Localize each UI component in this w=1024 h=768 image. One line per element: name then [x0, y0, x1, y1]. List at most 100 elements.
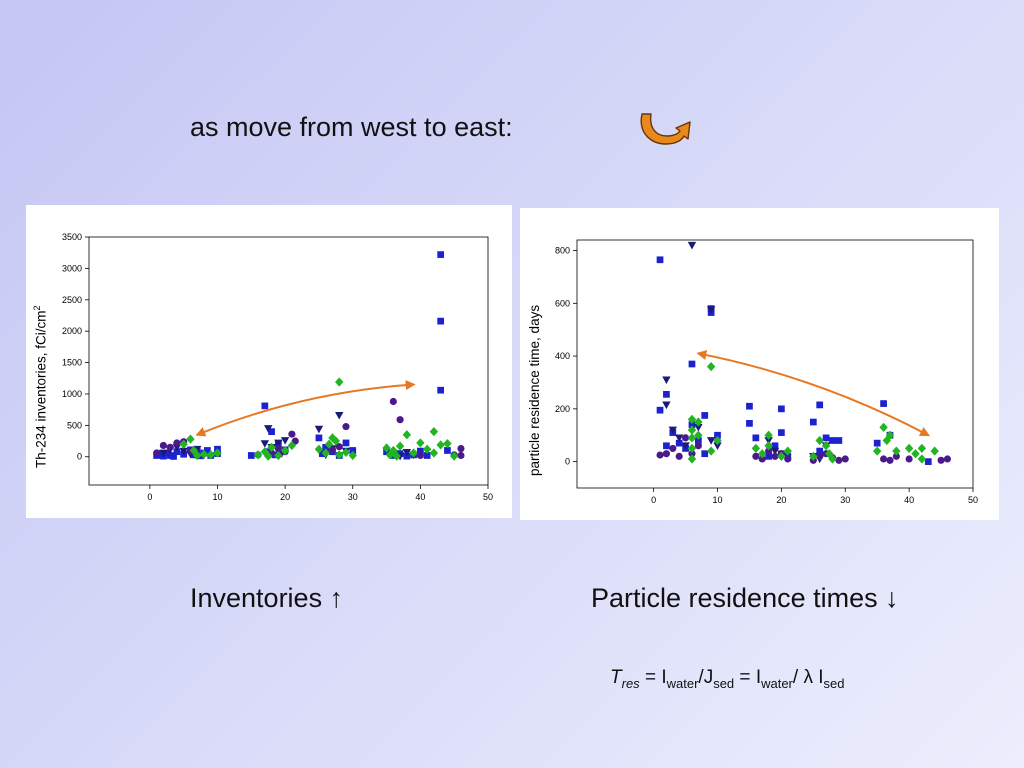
residence-point-circle	[682, 434, 690, 442]
inventory-point-triangle-down	[314, 425, 324, 434]
inventory-point-circle	[153, 449, 161, 457]
inventory-y-tick-label: 2500	[62, 295, 82, 305]
residence-y-tick-label: 600	[555, 298, 570, 308]
residence-point-square	[829, 437, 836, 444]
inventory-point-square	[315, 434, 323, 442]
residence-point-triangle-down	[662, 401, 671, 410]
residence-x-tick-label: 10	[713, 495, 723, 505]
residence-point-square	[663, 442, 670, 450]
inventory-point-square	[417, 447, 424, 455]
residence-trend-arrow	[696, 350, 931, 437]
residence-caption: Particle residence times ↓	[591, 583, 899, 613]
inventory-point-circle	[328, 446, 337, 454]
residence-point-square	[746, 420, 753, 427]
inventory-y-tick-label: 500	[67, 420, 82, 430]
residence-chart-panel: 0 10 20 30 40 50 0 200 400 600 800	[520, 208, 999, 520]
residence-y-tick-label: 200	[555, 404, 570, 414]
residence-point-diamond	[764, 441, 773, 451]
residence-point-circle	[771, 452, 779, 460]
residence-point-diamond	[930, 446, 939, 456]
inventory-point-diamond	[324, 439, 334, 449]
residence-y-tick-label: 800	[555, 246, 570, 256]
inventory-point-diamond	[402, 430, 412, 440]
inventory-point-triangle-down	[260, 440, 270, 448]
inventory-point-square	[342, 439, 350, 447]
residence-point-triangle-down	[687, 241, 697, 250]
inventory-x-tick-label: 10	[212, 492, 222, 502]
residence-point-triangle-down	[706, 306, 716, 315]
inventory-point-diamond	[193, 450, 202, 461]
inventory-point-square	[261, 402, 269, 410]
inventory-point-diamond	[287, 440, 297, 451]
inventory-point-diamond	[382, 443, 391, 453]
inventory-y-tick-label: 0	[77, 452, 82, 462]
inventory-point-square	[163, 449, 171, 457]
inventory-point-triangle-down	[172, 443, 182, 452]
inventory-point-diamond	[314, 444, 324, 454]
inventories-caption: Inventories ↑	[190, 583, 344, 613]
inventory-point-diamond	[392, 451, 401, 461]
residence-x-tick-label: 50	[968, 495, 978, 505]
residence-formula: Tres = Iwater/Jsed = Iwater/ λ Ised	[610, 667, 845, 691]
inventory-point-circle	[389, 397, 397, 406]
residence-point-circle	[656, 451, 664, 459]
residence-y-tick-label: 0	[565, 457, 570, 467]
residence-point-triangle-down	[662, 376, 671, 385]
residence-point-square	[746, 402, 753, 410]
inventory-x-tick-label: 0	[147, 492, 152, 502]
residence-point-circle	[886, 456, 894, 464]
inventory-point-triangle-down	[159, 449, 168, 458]
residence-point-diamond	[783, 446, 792, 456]
residence-point-diamond	[917, 443, 927, 454]
residence-point-triangle-down	[713, 442, 722, 450]
inventory-point-diamond	[321, 448, 330, 458]
residence-point-square	[816, 401, 824, 409]
residence-point-circle	[688, 450, 696, 458]
residence-point-square	[688, 421, 696, 429]
inventory-point-diamond	[260, 447, 270, 457]
inventory-point-diamond	[253, 450, 263, 460]
residence-y-tick-label: 400	[555, 351, 570, 361]
residence-point-square	[675, 439, 683, 447]
inventory-y-tick-label: 3500	[62, 232, 82, 242]
residence-point-diamond	[892, 446, 901, 456]
inventory-point-circle	[335, 443, 343, 451]
residence-point-square	[701, 412, 709, 419]
residence-point-diamond	[904, 443, 914, 454]
inventory-point-circle	[396, 416, 404, 424]
residence-point-square	[656, 256, 664, 264]
residence-point-circle	[752, 452, 760, 460]
inventory-point-circle	[166, 443, 174, 451]
inventory-point-circle	[288, 430, 296, 438]
inventory-point-circle	[342, 423, 350, 431]
residence-point-circle	[784, 455, 792, 463]
inventory-point-diamond	[436, 440, 445, 450]
inventory-plot-frame	[88, 236, 489, 486]
residence-x-tick-label: 30	[840, 495, 850, 505]
residence-chart: 0 10 20 30 40 50 0 200 400 600 800	[555, 239, 978, 505]
inventory-point-circle	[173, 439, 181, 447]
inventory-point-diamond	[341, 447, 351, 457]
residence-point-diamond	[777, 451, 786, 461]
inventory-point-diamond	[331, 436, 341, 446]
inventory-point-square	[247, 452, 255, 459]
inventory-point-triangle-down	[280, 437, 290, 445]
residence-point-circle	[765, 447, 773, 455]
inventory-point-diamond	[335, 377, 344, 387]
residence-point-diamond	[879, 422, 888, 432]
inventory-point-diamond	[267, 442, 276, 452]
residence-y-axis-label: particle residence time, days	[527, 304, 542, 476]
residence-point-triangle-down	[681, 442, 690, 450]
residence-point-square	[694, 437, 702, 444]
residence-point-square	[688, 360, 696, 368]
inventory-point-circle	[457, 451, 465, 460]
residence-point-diamond	[917, 454, 927, 464]
inventory-y-tick-label: 1000	[62, 389, 82, 399]
residence-point-diamond	[882, 435, 891, 446]
residence-point-circle	[669, 444, 677, 452]
residence-point-diamond	[751, 443, 761, 454]
inventory-y-tick-label: 3000	[62, 263, 82, 273]
inventory-point-diamond	[213, 448, 222, 458]
inventory-point-square	[173, 448, 181, 456]
inventory-point-diamond	[416, 438, 425, 448]
